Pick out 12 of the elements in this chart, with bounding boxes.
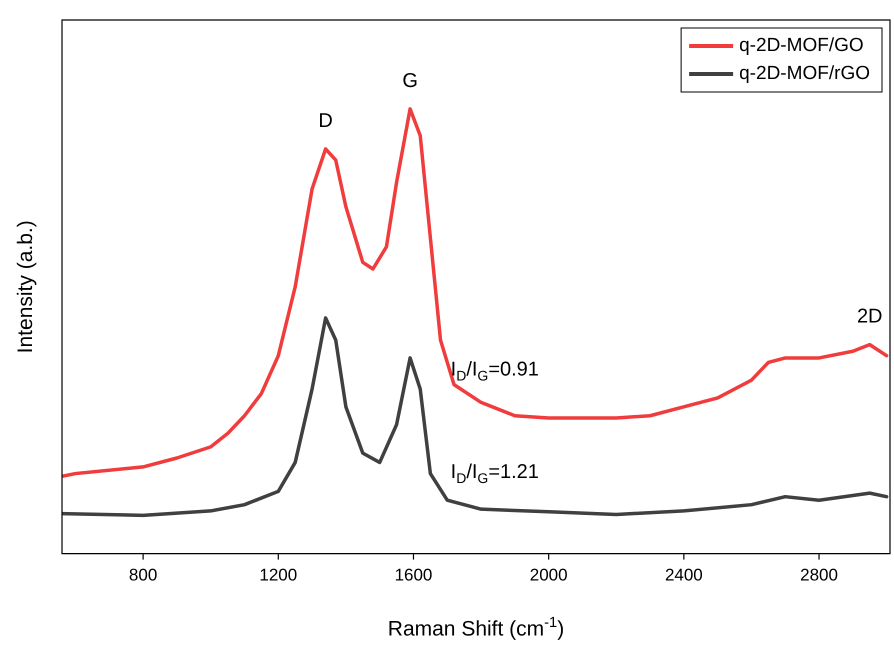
- annotation: G: [402, 70, 418, 92]
- x-tick-label: 1600: [394, 565, 432, 584]
- x-tick-label: 800: [128, 565, 158, 584]
- x-tick-label: 2800: [800, 565, 838, 584]
- legend-label: q-2D-MOF/rGO: [739, 63, 870, 84]
- annotation: D: [318, 110, 333, 132]
- legend-label: q-2D-MOF/GO: [739, 35, 864, 56]
- x-tick-label: 1200: [259, 565, 298, 584]
- x-tick-label: 2400: [664, 565, 703, 584]
- y-axis-title: Intensity (a.b.): [14, 220, 37, 354]
- x-tick-label: 2000: [530, 565, 568, 584]
- annotation: 2D: [856, 306, 883, 328]
